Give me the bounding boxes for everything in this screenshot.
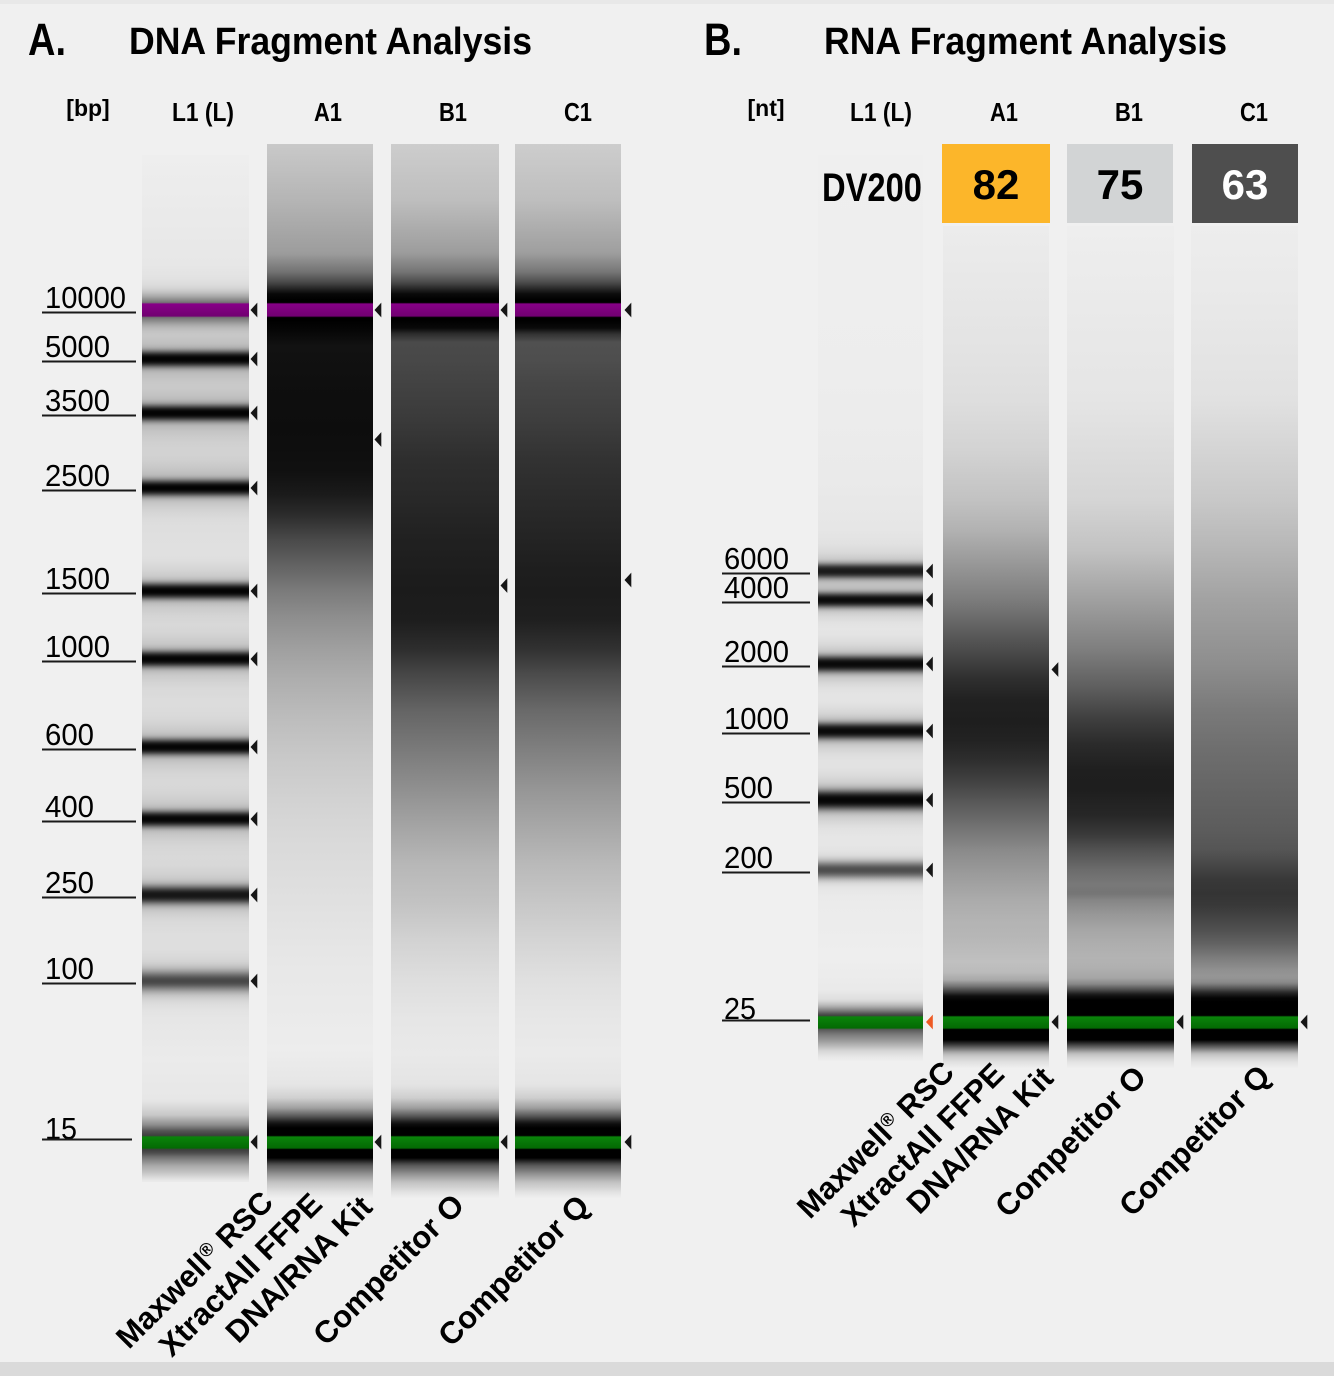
svg-text:[bp]: [bp] (66, 95, 109, 121)
svg-text:82: 82 (973, 161, 1020, 208)
svg-text:15: 15 (45, 1111, 77, 1146)
svg-text:1500: 1500 (45, 561, 110, 596)
svg-text:L1 (L): L1 (L) (850, 97, 912, 127)
svg-text:2000: 2000 (724, 634, 789, 669)
svg-text:600: 600 (45, 717, 94, 752)
svg-text:3500: 3500 (45, 383, 110, 418)
svg-text:RNA Fragment Analysis: RNA Fragment Analysis (824, 21, 1227, 63)
svg-text:10000: 10000 (45, 280, 126, 315)
svg-text:6000: 6000 (724, 541, 789, 576)
svg-text:[nt]: [nt] (747, 95, 784, 121)
svg-text:5000: 5000 (45, 329, 110, 364)
svg-text:2500: 2500 (45, 458, 110, 493)
svg-text:75: 75 (1097, 161, 1144, 208)
svg-text:4000: 4000 (724, 570, 789, 605)
svg-text:250: 250 (45, 865, 94, 900)
svg-text:DV200: DV200 (822, 166, 922, 210)
svg-text:500: 500 (724, 770, 773, 805)
svg-text:400: 400 (45, 789, 94, 824)
svg-text:100: 100 (45, 951, 94, 986)
svg-text:B1: B1 (439, 97, 467, 127)
svg-text:1000: 1000 (45, 629, 110, 664)
svg-text:1000: 1000 (724, 701, 789, 736)
svg-text:B.: B. (704, 14, 742, 65)
svg-text:63: 63 (1222, 161, 1269, 208)
svg-text:B1: B1 (1115, 97, 1143, 127)
svg-text:A1: A1 (990, 97, 1018, 127)
svg-text:DNA Fragment Analysis: DNA Fragment Analysis (129, 21, 532, 63)
svg-text:C1: C1 (564, 97, 592, 127)
svg-text:C1: C1 (1240, 97, 1268, 127)
svg-text:A.: A. (28, 14, 66, 65)
svg-text:200: 200 (724, 840, 773, 875)
svg-text:A1: A1 (314, 97, 342, 127)
svg-text:L1 (L): L1 (L) (172, 97, 234, 127)
